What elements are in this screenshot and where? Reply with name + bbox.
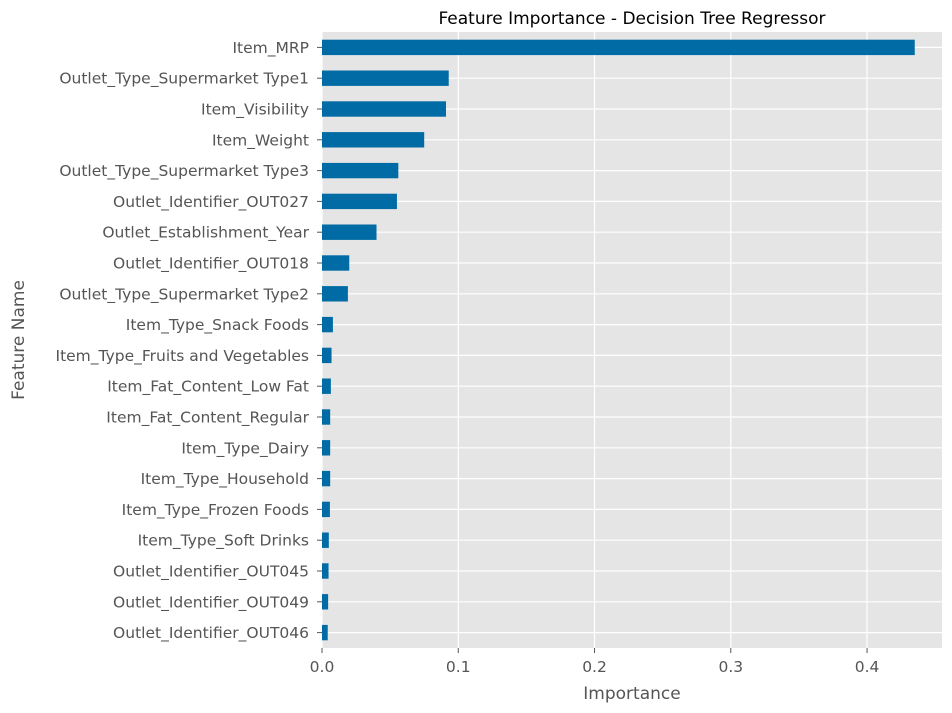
x-axis-label: Importance <box>583 684 680 704</box>
bar-outlet-identifier-out018 <box>322 255 350 271</box>
y-tick-label: Item_Type_Fruits and Vegetables <box>56 347 310 366</box>
grid-lines <box>321 32 942 648</box>
bars <box>322 39 915 641</box>
chart-title: Feature Importance - Decision Tree Regre… <box>438 9 825 29</box>
bar-outlet-identifier-out045 <box>322 563 329 579</box>
bar-item-type-frozen-foods <box>322 501 330 518</box>
y-tick-label: Item_Type_Dairy <box>181 439 309 458</box>
y-tick-label: Outlet_Identifier_OUT018 <box>113 255 309 274</box>
y-tick-label: Item_Weight <box>212 131 309 150</box>
x-tick-label: 0.2 <box>582 658 607 676</box>
y-axis-label: Feature Name <box>9 280 29 400</box>
bar-item-type-dairy <box>322 440 331 456</box>
y-tick-label: Outlet_Establishment_Year <box>102 224 309 243</box>
bar-item-weight <box>322 132 425 148</box>
bar-item-type-snack-foods <box>322 316 333 333</box>
y-tick-label: Item_Type_Soft Drinks <box>138 532 309 551</box>
x-tick-label: 0.4 <box>855 658 880 676</box>
x-axis-tick-labels: 0.0 0.1 0.2 0.3 0.4 <box>310 648 880 676</box>
bar-outlet-identifier-out046 <box>322 624 328 641</box>
y-tick-label: Item_MRP <box>232 39 309 58</box>
bar-outlet-establishment-year <box>322 224 377 240</box>
y-tick-label: Outlet_Identifier_OUT046 <box>113 624 309 643</box>
y-tick-label: Item_Fat_Content_Low Fat <box>107 378 309 397</box>
bar-item-visibility <box>322 101 446 117</box>
plot-area <box>322 32 942 648</box>
bar-outlet-type-supermarket-type1 <box>322 70 449 86</box>
bar-item-type-household <box>322 470 331 487</box>
bar-outlet-identifier-out049 <box>322 594 329 610</box>
y-tick-label: Item_Visibility <box>201 101 309 120</box>
y-tick-label: Outlet_Identifier_OUT045 <box>113 563 309 582</box>
y-tick-label: Item_Fat_Content_Regular <box>106 409 309 428</box>
bar-outlet-identifier-out027 <box>322 193 397 210</box>
bar-item-type-fruits-and-vegetables <box>322 347 332 364</box>
y-tick-label: Outlet_Identifier_OUT027 <box>113 193 309 212</box>
x-tick-label: 0.3 <box>718 658 743 676</box>
bar-item-type-soft-drinks <box>322 532 329 548</box>
y-tick-label: Item_Type_Household <box>141 470 309 489</box>
y-tick-label: Item_Type_Snack Foods <box>126 316 309 335</box>
bar-outlet-type-supermarket-type2 <box>322 286 348 302</box>
bar-item-fat-content-low-fat <box>322 378 331 394</box>
bar-item-fat-content-regular <box>322 409 331 425</box>
y-tick-label: Outlet_Type_Supermarket Type3 <box>59 162 309 181</box>
y-tick-label: Item_Type_Frozen Foods <box>122 501 309 520</box>
y-tick-label: Outlet_Identifier_OUT049 <box>113 593 309 612</box>
bar-outlet-type-supermarket-type3 <box>322 162 399 179</box>
bar-item-mrp <box>322 39 915 56</box>
x-tick-label: 0.0 <box>310 658 335 676</box>
y-axis-tick-labels: Item_MRP Outlet_Type_Supermarket Type1 Ite… <box>56 39 322 643</box>
x-tick-label: 0.1 <box>446 658 471 676</box>
y-tick-label: Outlet_Type_Supermarket Type2 <box>59 285 309 304</box>
y-tick-label: Outlet_Type_Supermarket Type1 <box>59 70 309 89</box>
